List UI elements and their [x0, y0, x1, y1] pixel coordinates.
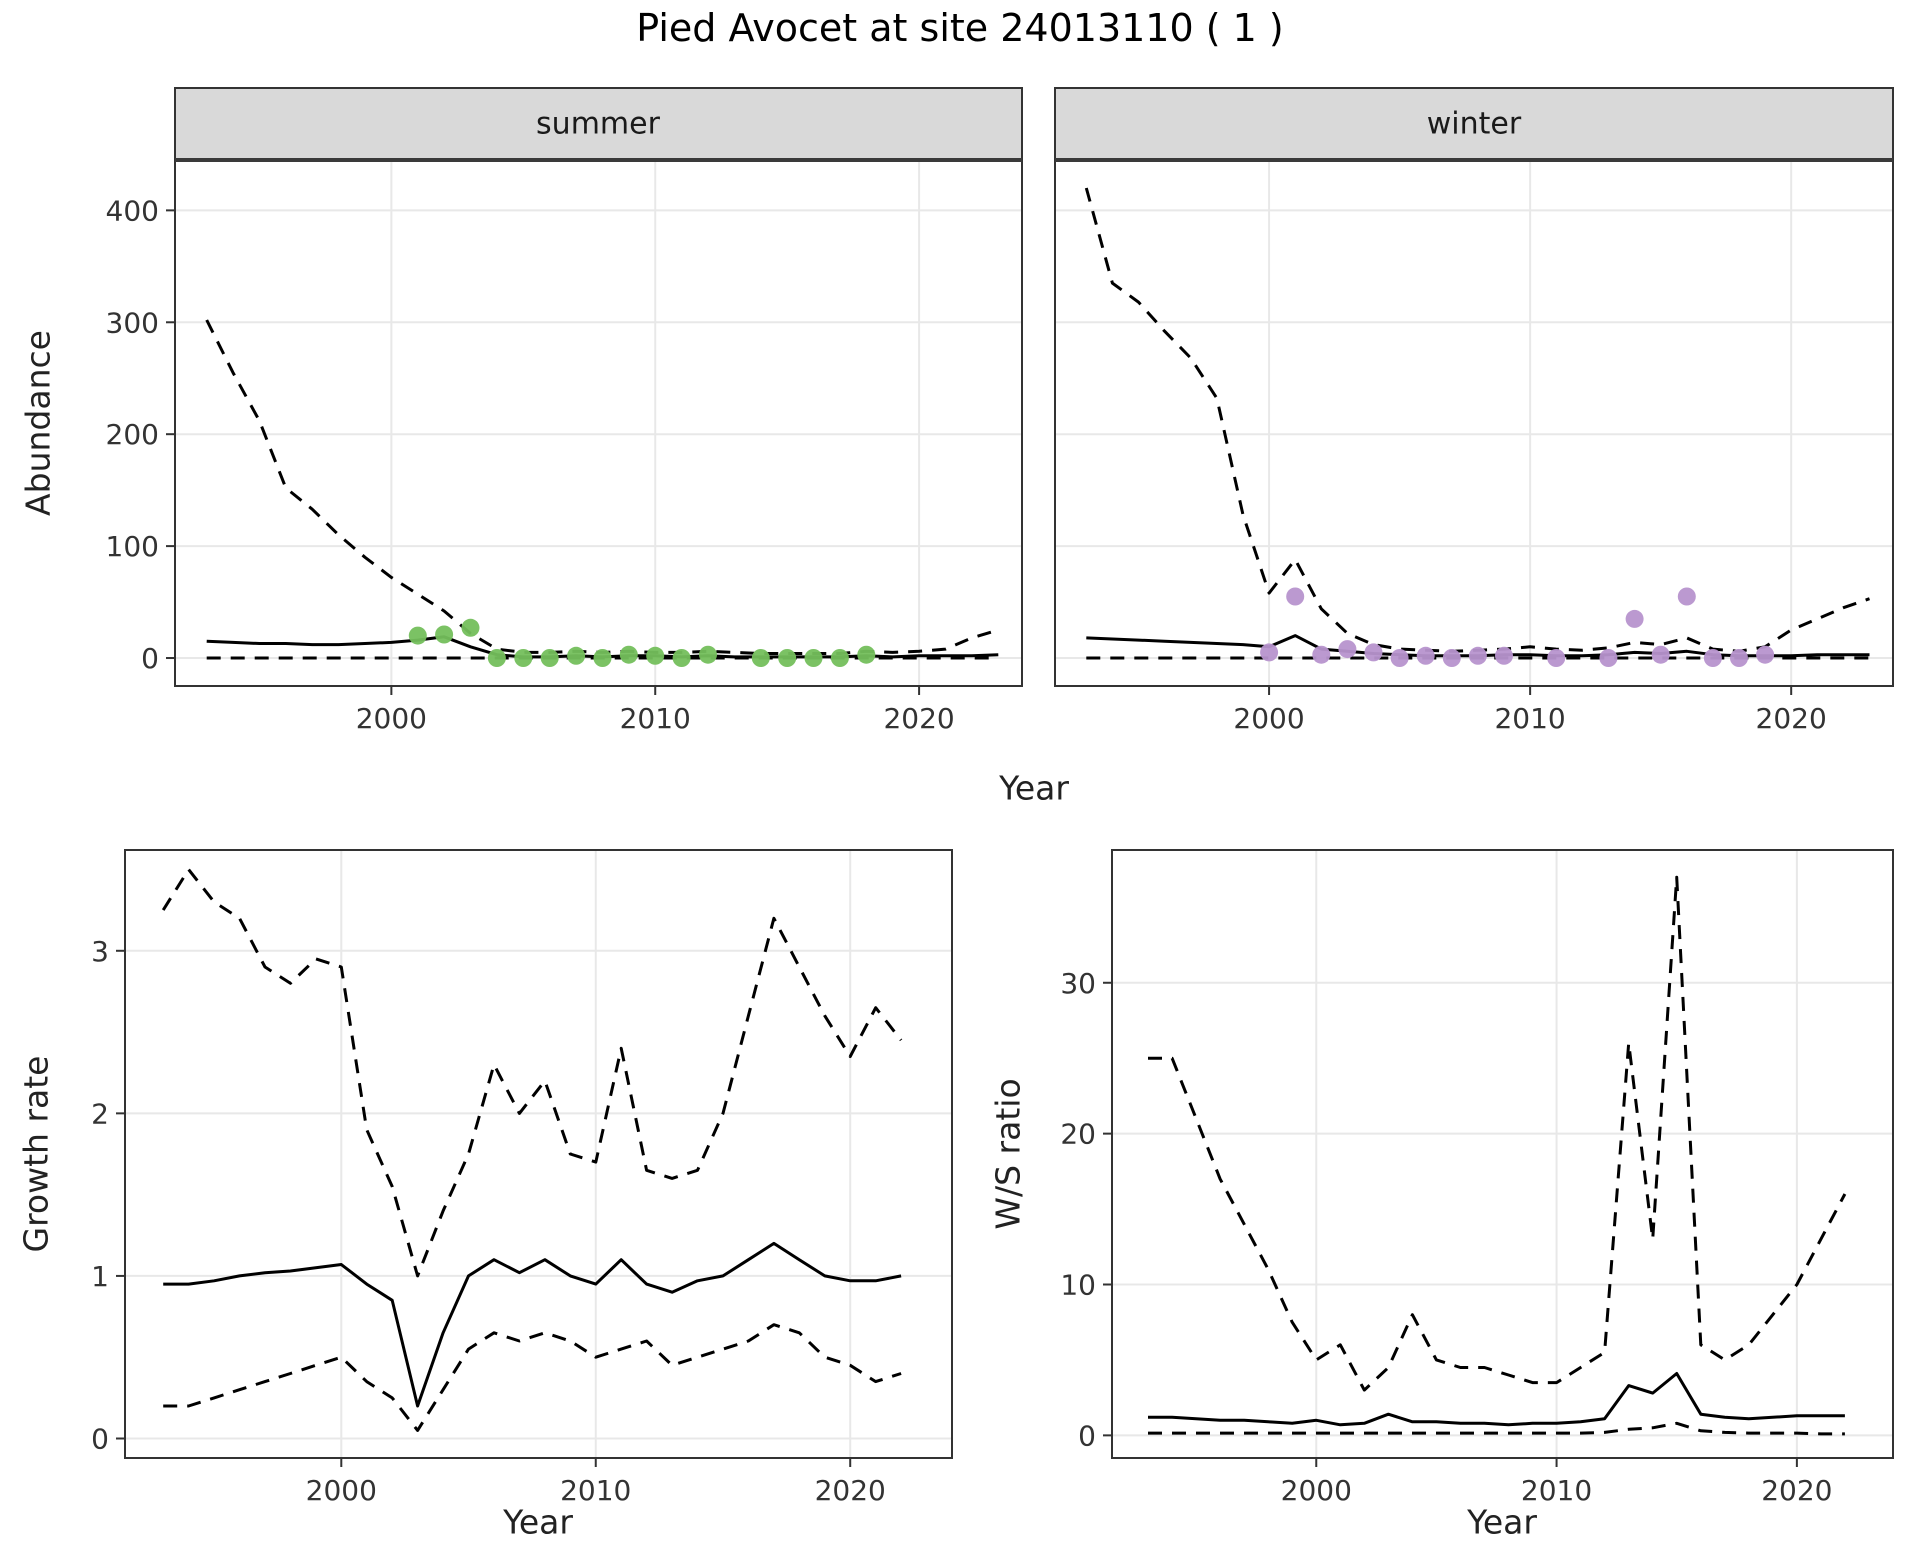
summer-observed-point: [514, 649, 533, 667]
w-s-ratio-lower_ci-line: [1148, 1421, 1845, 1436]
winter-observed-point: [1677, 587, 1696, 606]
winter-observed-point: [1625, 609, 1644, 628]
summer-observed-point: [857, 645, 876, 664]
facet-strip-winter: [1054, 87, 1894, 161]
panel-w-s-ratio: 2000 2010 2020 0 10 20 30: [1060, 849, 1894, 1507]
winter-observed-point: [1730, 649, 1748, 667]
summer-observed-point: [461, 618, 480, 637]
summer-observed-point: [619, 645, 638, 664]
winter-observed-point: [1756, 645, 1775, 664]
summer-observed-point: [435, 625, 454, 644]
y-axis-label-growth-rate: Growth rate: [16, 1055, 56, 1253]
y-tick-label: 30: [1060, 967, 1096, 1000]
x-tick-label: 2020: [1756, 702, 1827, 735]
facet-strip-label-summer: summer: [536, 106, 660, 142]
summer-observed-point: [804, 649, 823, 667]
summer-observed-point: [672, 649, 691, 667]
x-tick-label: 2020: [1761, 1474, 1832, 1507]
y-tick-label: 300: [106, 306, 159, 339]
x-axis-label-year-bottom-right: Year: [1467, 1502, 1537, 1542]
winter-observed-point: [1364, 643, 1383, 662]
summer-observed-point: [540, 649, 559, 667]
panel-background: [125, 850, 952, 1458]
panel-winter: 2000 2010 2020: [1054, 87, 1894, 735]
winter-observed-point: [1651, 645, 1670, 664]
winter-observed-point: [1547, 649, 1566, 667]
panel-summer: 2000 2010 2020 0 100 200 300 400: [106, 87, 1023, 735]
winter-observed-point: [1495, 646, 1513, 665]
growth-rate-median-line: [163, 1241, 902, 1408]
panel-border: [124, 849, 953, 1459]
chart-title: Pied Avocet at site 24013110 ( 1 ): [636, 6, 1284, 50]
x-tick-label: 2020: [815, 1474, 886, 1507]
x-tick-label: 2010: [1494, 702, 1565, 735]
x-axis-label-year-bottom-left: Year: [503, 1502, 573, 1542]
y-tick-label: 10: [1060, 1269, 1096, 1302]
x-tick-label: 2010: [1521, 1474, 1592, 1507]
summer-observed-point: [408, 626, 427, 645]
x-axis-label-year-top: Year: [999, 768, 1069, 808]
panel-background: [175, 160, 1022, 686]
w-s-ratio-median-line: [1148, 1372, 1845, 1427]
y-tick-label: 0: [91, 1422, 109, 1455]
y-tick-label: 100: [106, 530, 159, 563]
winter-observed-point: [1703, 649, 1722, 667]
facet-strip-label-winter: winter: [1426, 106, 1522, 142]
summer-observed-point: [778, 649, 797, 667]
winter-observed-point: [1599, 649, 1618, 667]
summer-observed-point: [830, 649, 849, 667]
y-tick-label: 400: [106, 194, 159, 227]
winter-observed-point: [1390, 649, 1409, 667]
winter-observed-point: [1286, 587, 1305, 606]
summer-observed-point: [487, 649, 506, 667]
x-tick-label: 2000: [306, 1474, 377, 1507]
panel-background: [1055, 160, 1893, 686]
y-tick-label: 200: [106, 418, 159, 451]
y-tick-label: 0: [1078, 1419, 1096, 1452]
winter-observed-point: [1260, 643, 1279, 662]
panel-border: [1111, 849, 1894, 1459]
y-tick-label: 2: [91, 1097, 109, 1130]
panel-background: [1112, 850, 1893, 1458]
winter-observed-point: [1338, 640, 1357, 659]
winter-observed-point: [1416, 646, 1435, 665]
x-tick-label: 2000: [356, 702, 427, 735]
y-axis-label-abundance: Abundance: [18, 330, 58, 516]
x-tick-label: 2000: [1233, 702, 1304, 735]
y-tick-label: 3: [91, 935, 109, 968]
winter-observed-point: [1312, 645, 1331, 664]
x-tick-label: 2000: [1281, 1474, 1352, 1507]
winter-observed-point: [1442, 649, 1461, 667]
summer-observed-point: [593, 649, 612, 667]
summer-observed-point: [751, 649, 770, 667]
panel-growth-rate: 2000 2010 2020 0 1 2 3: [91, 849, 953, 1507]
y-tick-label: 0: [141, 642, 159, 675]
growth-rate-lower_ci-line: [163, 1323, 902, 1432]
summer-observed-point: [699, 645, 717, 664]
x-tick-label: 2020: [883, 702, 954, 735]
facet-strip-summer: [174, 87, 1023, 161]
y-tick-label: 1: [91, 1260, 109, 1293]
winter-observed-point: [1468, 646, 1487, 665]
w-s-ratio-upper_ci-line: [1148, 875, 1847, 1392]
x-tick-label: 2010: [620, 702, 691, 735]
summer-observed-point: [567, 646, 586, 665]
x-tick-label: 2010: [560, 1474, 631, 1507]
summer-observed-point: [646, 646, 665, 665]
y-axis-label-ws-ratio: W/S ratio: [988, 1078, 1028, 1230]
growth-rate-upper_ci-line: [161, 868, 903, 1278]
y-tick-label: 20: [1060, 1118, 1096, 1151]
